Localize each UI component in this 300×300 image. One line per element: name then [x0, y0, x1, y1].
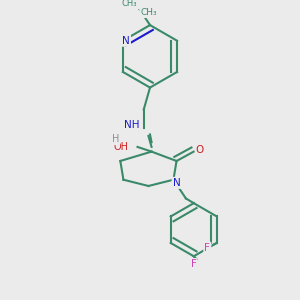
- Text: NH: NH: [124, 120, 139, 130]
- Text: H: H: [112, 134, 119, 144]
- Text: CH₃: CH₃: [140, 8, 157, 17]
- Text: OH: OH: [113, 142, 128, 152]
- Text: F: F: [191, 259, 197, 269]
- Text: O: O: [196, 145, 204, 155]
- Text: N: N: [122, 36, 130, 46]
- Text: CH₃: CH₃: [122, 0, 137, 8]
- Text: N: N: [173, 178, 180, 188]
- Text: F: F: [204, 243, 210, 253]
